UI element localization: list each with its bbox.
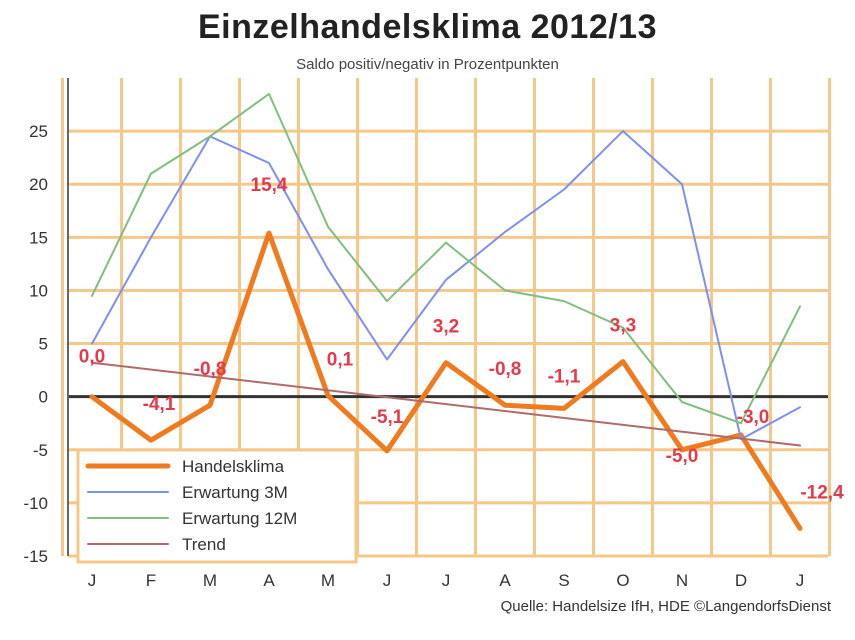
y-tick-label: -10 [23,494,48,513]
data-label: -5,0 [666,446,699,467]
x-tick-label: M [321,571,335,590]
data-label: -12,4 [800,482,844,503]
x-tick-label: D [735,571,747,590]
data-labels: 0,0 -4,1 -0,8 15,4 0,1 -5,1 3,2 -0,8 -1,1 3,3 -5,0… [79,175,844,503]
y-tick-label: 5 [39,335,48,354]
data-label: -5,1 [371,407,404,428]
data-label: 0,1 [327,350,354,371]
data-label: 3,3 [610,316,636,337]
y-tick-label: -15 [23,547,48,566]
x-tick-label: J [88,571,97,590]
x-tick-label: J [796,571,805,590]
x-tick-label: O [616,571,629,590]
legend-label: Erwartung 3M [182,483,288,502]
y-tick-label: 25 [29,122,48,141]
data-label: 15,4 [251,175,288,196]
legend-label: Trend [182,535,226,554]
legend-label: Erwartung 12M [182,509,297,528]
x-tick-label: J [383,571,392,590]
y-tick-label: -5 [33,441,48,460]
x-tick-label: J [442,571,451,590]
series-line-handelsklima [89,230,803,531]
y-tick-label: 0 [39,388,48,407]
data-label: -1,1 [548,366,581,387]
series-line-erwartung-3m [91,130,801,441]
y-tick-label: 10 [29,281,48,300]
series-lines [89,92,803,531]
legend-label: Handelsklima [182,457,285,476]
y-tick-label: 15 [29,228,48,247]
data-label: -0,8 [489,359,522,380]
chart-subtitle: Saldo positiv/negativ in Prozentpunkten [296,56,559,73]
legend: Handelsklima Erwartung 3M Erwartung 12M Tre… [76,448,358,564]
x-tick-label: A [263,571,275,590]
data-label: 3,2 [433,317,459,338]
x-tick-label: M [203,571,217,590]
y-tick-label: 20 [29,175,48,194]
axes: 25 20 15 10 5 0 -5 -10 -15 J F M A M J J A S O N D J [23,78,828,590]
source-note: Quelle: Handelsize IfH, HDE ©Langendorfs… [500,598,831,615]
data-label: -0,8 [194,359,227,380]
series-line-erwartung-12m [91,92,801,425]
data-label: -3,0 [737,407,770,428]
x-tick-label: F [146,571,156,590]
x-tick-label: S [558,571,569,590]
grid [61,78,831,558]
series-line-trend [91,361,801,447]
data-label: -4,1 [143,394,176,415]
data-label: 0,0 [79,347,105,368]
chart-title: Einzelhandelsklima 2012/13 [197,8,658,46]
x-tick-label: N [676,571,688,590]
x-tick-label: A [499,571,511,590]
